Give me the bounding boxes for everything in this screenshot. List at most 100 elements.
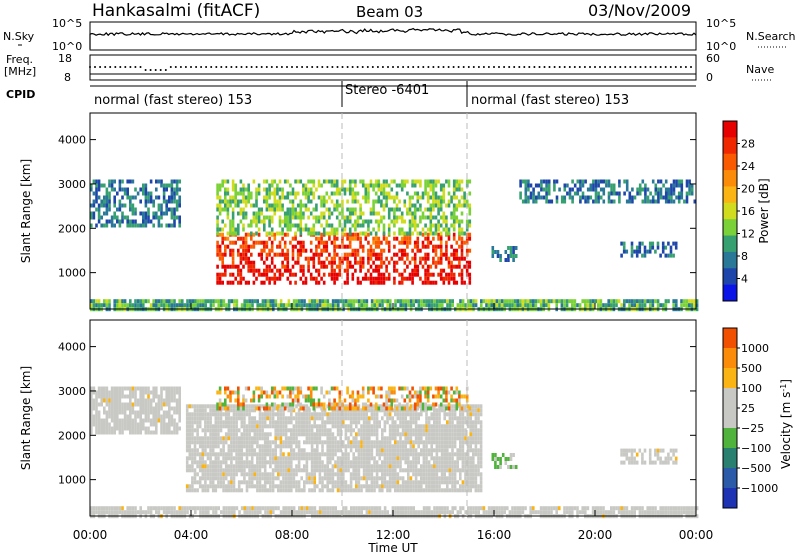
heatmap-cell — [654, 191, 658, 196]
heatmap-cell — [372, 199, 375, 204]
heatmap-cell — [416, 179, 420, 184]
heatmap-cell — [447, 260, 451, 265]
ytick-label: 3000 — [58, 178, 86, 191]
heatmap-cell — [217, 476, 220, 481]
heatmap-cell — [232, 468, 236, 473]
heatmap-cell — [519, 195, 522, 200]
heatmap-cell — [218, 248, 222, 253]
heatmap-cell — [105, 195, 109, 200]
heatmap-cell — [430, 412, 433, 417]
heatmap-cell — [393, 219, 396, 224]
freq-point — [498, 66, 500, 68]
heatmap-cell — [100, 390, 103, 395]
heatmap-cell — [243, 420, 246, 425]
heatmap-cell — [191, 464, 194, 469]
heatmap-cell — [118, 422, 122, 427]
freq-point — [624, 66, 627, 68]
heatmap-cell — [498, 299, 501, 304]
colorbar-swatch — [723, 186, 737, 204]
freq-point — [543, 66, 546, 68]
heatmap-cell — [362, 444, 366, 449]
heatmap-cell — [440, 440, 444, 445]
heatmap-cell — [261, 444, 264, 449]
heatmap-cell — [430, 440, 433, 445]
heatmap-cell — [305, 456, 309, 461]
heatmap-cell — [266, 448, 270, 453]
heatmap-cell — [162, 299, 166, 304]
heatmap-cell — [322, 272, 326, 277]
heatmap-cell — [198, 476, 202, 481]
heatmap-cell — [374, 252, 378, 257]
heatmap-cell — [335, 276, 339, 281]
heatmap-cell — [529, 183, 533, 188]
heatmap-cell — [339, 428, 342, 433]
heatmap-cell — [434, 191, 438, 196]
heatmap-cell — [394, 456, 397, 461]
heatmap-cell — [675, 183, 678, 188]
heatmap-cell — [160, 179, 163, 184]
heatmap-cell — [297, 460, 301, 465]
heatmap-cell — [465, 219, 469, 224]
heatmap-cell — [348, 264, 352, 269]
heatmap-cell — [321, 440, 324, 445]
heatmap-cell — [404, 404, 407, 409]
heatmap-cell — [695, 299, 699, 304]
heatmap-cell — [571, 195, 574, 200]
heatmap-cell — [690, 299, 694, 304]
heatmap-cell — [136, 303, 140, 308]
heatmap-cell — [131, 406, 135, 411]
heatmap-cell — [206, 404, 210, 409]
heatmap-cell — [427, 460, 431, 465]
heatmap-cell — [284, 424, 288, 429]
heatmap-cell — [428, 299, 431, 304]
heatmap-cell — [368, 404, 371, 409]
heatmap-cell — [427, 416, 431, 421]
heatmap-cell — [408, 260, 412, 265]
heatmap-cell — [287, 440, 290, 445]
heatmap-cell — [191, 428, 194, 433]
heatmap-cell — [155, 215, 158, 220]
heatmap-cell — [413, 252, 417, 257]
heatmap-cell — [398, 272, 401, 277]
heatmap-cell — [303, 456, 306, 461]
heatmap-cell — [335, 215, 339, 220]
heatmap-cell — [165, 187, 168, 192]
heatmap-cell — [460, 248, 464, 253]
heatmap-cell — [268, 207, 271, 212]
heatmap-cell — [108, 219, 111, 224]
heatmap-cell — [206, 416, 210, 421]
heatmap-cell — [387, 227, 391, 232]
heatmap-cell — [168, 410, 171, 415]
heatmap-cell — [214, 420, 218, 425]
heatmap-cell — [373, 456, 376, 461]
heatmap-cell — [385, 240, 388, 245]
heatmap-cell — [168, 398, 171, 403]
heatmap-cell — [204, 472, 207, 477]
heatmap-cell — [458, 264, 461, 269]
heatmap-cell — [357, 420, 361, 425]
heatmap-cell — [385, 195, 388, 200]
heatmap-cell — [359, 215, 362, 220]
heatmap-cell — [690, 183, 694, 188]
heatmap-cell — [201, 488, 205, 493]
heatmap-cell — [635, 253, 639, 258]
heatmap-cell — [542, 303, 545, 308]
heatmap-cell — [427, 488, 431, 493]
heatmap-cell — [252, 268, 256, 273]
heatmap-cell — [144, 183, 148, 188]
heatmap-cell — [271, 480, 275, 485]
heatmap-cell — [231, 199, 235, 204]
heatmap-cell — [113, 203, 116, 208]
heatmap-cell — [422, 480, 426, 485]
heatmap-cell — [240, 488, 244, 493]
freq-point — [427, 66, 430, 68]
heatmap-cell — [443, 432, 446, 437]
heatmap-cell — [370, 484, 374, 489]
heatmap-cell — [188, 299, 192, 304]
heatmap-cell — [170, 187, 174, 192]
heatmap-cell — [377, 219, 381, 224]
heatmap-cell — [245, 464, 249, 469]
heatmap-cell — [191, 440, 194, 445]
heatmap-cell — [326, 412, 329, 417]
freq-point — [331, 66, 334, 68]
